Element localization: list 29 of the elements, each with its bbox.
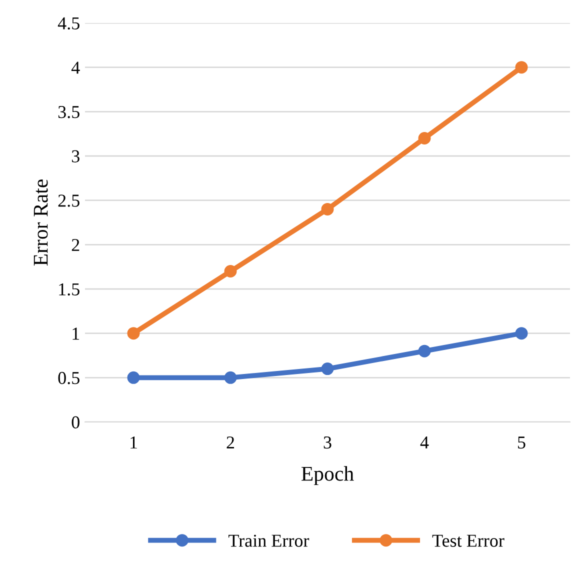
y-tick-label: 0 <box>72 416 80 428</box>
point <box>127 327 140 340</box>
point <box>418 344 431 358</box>
y-tick-label: 3.5 <box>58 106 80 118</box>
point <box>515 327 528 340</box>
y-tick-label: 0.5 <box>58 372 80 384</box>
point <box>321 362 334 376</box>
x-tick-label: 4 <box>420 436 429 448</box>
y-tick-label: 2 <box>72 238 80 251</box>
point <box>321 202 334 216</box>
point <box>515 61 528 74</box>
point <box>127 371 140 384</box>
x-tick-label: 3 <box>324 436 332 449</box>
y-tick-label: 4 <box>71 62 80 74</box>
y-tick-label: 1.5 <box>59 283 80 296</box>
x-tick-label: 5 <box>518 436 526 449</box>
legend-label: Test Error <box>432 534 504 547</box>
x-tick-label: 1 <box>130 436 137 448</box>
y-tick-label: 2.5 <box>58 194 80 207</box>
legend-label: Train Error <box>228 534 310 547</box>
y-tick-label: 4.5 <box>58 17 80 30</box>
point <box>418 132 431 145</box>
point <box>224 265 237 278</box>
y-axis-title: Error Rate <box>34 180 48 266</box>
x-tick-label: 2 <box>226 436 234 448</box>
x-axis-title: Epoch <box>301 466 354 486</box>
y-tick-label: 3 <box>72 150 80 162</box>
y-tick-label: 1 <box>72 328 80 340</box>
point <box>224 371 237 384</box>
